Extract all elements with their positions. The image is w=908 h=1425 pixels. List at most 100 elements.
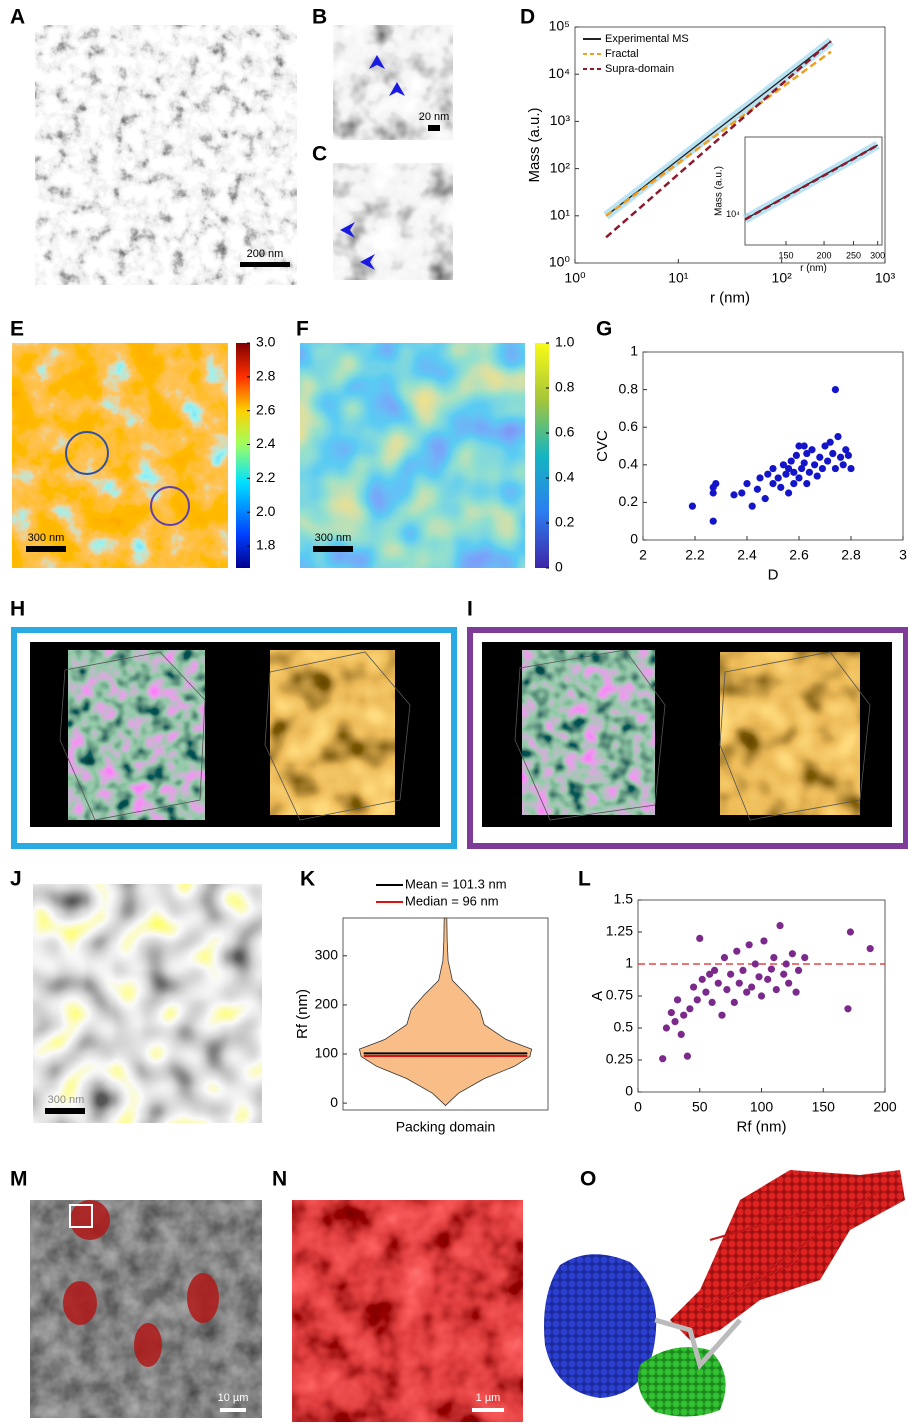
panel-label: C [312,143,327,166]
x-tick-label: Packing domain [396,1119,496,1135]
point [769,480,776,487]
colorbar-tick-label: 0 [555,559,563,575]
point [832,386,839,393]
point [785,465,792,472]
y-tick-label: 0.75 [606,987,633,1003]
point [663,1024,670,1031]
panel-label: I [467,598,473,621]
point [811,461,818,468]
panel-label: J [10,868,22,891]
point [806,469,813,476]
x-axis-label: r (nm) [710,290,750,307]
point [760,937,767,944]
scale-bar-label: 300 nm [48,1094,85,1106]
point [721,954,728,961]
y-tick-label: 10⁰ [549,254,571,270]
polymer-model [544,1170,905,1417]
y-tick-label: 1.5 [614,891,634,907]
scale-bar [45,1108,85,1114]
point [808,446,815,453]
point [785,489,792,496]
x-tick-label: 10² [772,269,793,285]
x-tick-label: 2 [639,546,647,562]
y-tick-label: 0 [630,531,638,547]
scale-bar-label: 200 nm [247,248,284,260]
scale-bar [472,1408,504,1412]
colorbar-tick-label: 0.4 [555,469,575,485]
point [832,465,839,472]
x-tick-label: 200 [817,250,832,260]
point [775,474,782,481]
colorbar-tick-label: 2.0 [256,503,276,519]
scale-bar-label: 300 nm [315,532,352,544]
point [723,986,730,993]
point [785,980,792,987]
y-tick-label: 10³ [550,112,571,128]
point [814,472,821,479]
panel-label: F [296,318,309,341]
point [680,1012,687,1019]
colorbar-tick-label: 0.8 [555,379,575,395]
point [684,1053,691,1060]
x-tick-label: 3 [899,546,907,562]
point [795,967,802,974]
colorbar-tick-label: 0.2 [555,514,575,530]
panel-label: A [10,6,25,29]
point [788,457,795,464]
point [844,1005,851,1012]
y-tick-label: 1.25 [606,923,633,939]
y-tick-label: 10⁴ [548,65,570,81]
point [801,442,808,449]
x-axis-label: r (nm) [800,263,827,274]
x-tick-label: 2.4 [737,546,757,562]
y-tick-label: 0.8 [619,380,639,396]
point [736,980,743,987]
point [770,954,777,961]
point [674,996,681,1003]
scale-bar-label: 20 nm [419,111,450,123]
point [827,439,834,446]
point [659,1055,666,1062]
point [694,996,701,1003]
point [867,945,874,952]
point [776,922,783,929]
colorbar-tick-label: 2.8 [256,368,276,384]
point [764,471,771,478]
panel-label: N [272,1168,287,1191]
point [789,950,796,957]
point [709,999,716,1006]
point [712,480,719,487]
y-axis-label: Mass (a.u.) [714,166,725,216]
panel-label: L [578,868,591,891]
point [769,465,776,472]
x-tick-label: 10⁰ [564,269,586,285]
point [678,1031,685,1038]
point [801,459,808,466]
x-tick-label: 200 [873,1098,897,1114]
point [829,450,836,457]
x-tick-label: 100 [750,1098,774,1114]
colorbar-tick-label: 0.6 [555,424,575,440]
x-tick-label: 250 [846,250,861,260]
x-tick-label: 2.8 [841,546,861,562]
y-tick-label: 0.6 [619,418,639,434]
point [743,480,750,487]
colorbar-tick-label: 2.4 [256,435,276,451]
point [727,971,734,978]
point [699,976,706,983]
y-tick-label: 200 [315,996,339,1012]
legend-label: Median = 96 nm [405,893,499,908]
point [847,465,854,472]
x-tick-label: 0 [634,1098,642,1114]
colorbar-tick-label: 2.6 [256,401,276,417]
point [748,983,755,990]
point [773,986,780,993]
point [834,433,841,440]
colorbar [535,343,549,568]
y-axis-label: A [589,991,606,1001]
colorbar-tick-label: 2.2 [256,469,276,485]
scale-bar-label: 10 µm [218,1392,249,1404]
point [803,480,810,487]
y-tick-label: 10¹ [550,207,571,223]
point [671,1018,678,1025]
